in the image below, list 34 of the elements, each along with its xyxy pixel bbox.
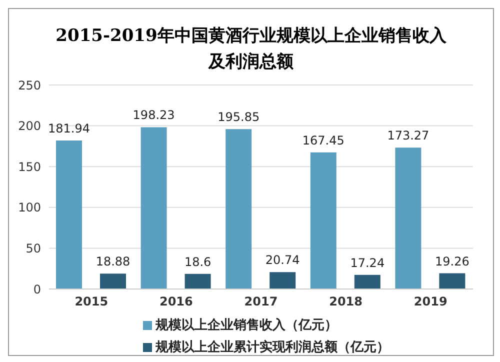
data-label: 20.74 [265,253,300,268]
bar [439,273,466,289]
legend-label: 规模以上企业累计实现利润总额（亿元） [156,340,390,355]
data-label: 181.94 [48,122,90,136]
bar [140,127,167,289]
y-tick-label: 250 [18,78,41,92]
chart-title: 2015-2019年中国黄酒行业规模以上企业销售收入及利润总额 [54,25,448,74]
data-label: 167.45 [302,133,344,148]
data-label: 173.27 [387,128,430,143]
x-tick-label: 2016 [159,294,193,309]
legend-label: 规模以上企业销售收入（亿元） [156,318,338,333]
data-label: 195.85 [218,110,260,124]
bar [310,152,336,289]
bar [184,274,211,289]
y-tick-label: 0 [33,282,41,296]
data-label: 18.88 [96,254,130,269]
data-label: 198.23 [132,108,175,122]
bar [226,129,252,289]
x-tick-label: 2018 [329,294,363,309]
bar [354,274,380,289]
y-tick-label: 200 [18,119,41,134]
y-tick-label: 50 [26,241,41,256]
data-label: 17.24 [350,256,385,270]
y-tick-label: 150 [18,160,41,174]
y-tick-label: 100 [18,200,41,215]
bar [270,272,296,289]
data-label: 19.26 [435,254,470,268]
bar [56,140,82,289]
data-label: 18.6 [184,254,212,269]
x-tick-label: 2015 [74,294,108,309]
x-tick-label: 2019 [414,294,448,309]
bar [395,148,422,289]
bar [100,274,126,289]
x-tick-label: 2017 [244,294,278,309]
